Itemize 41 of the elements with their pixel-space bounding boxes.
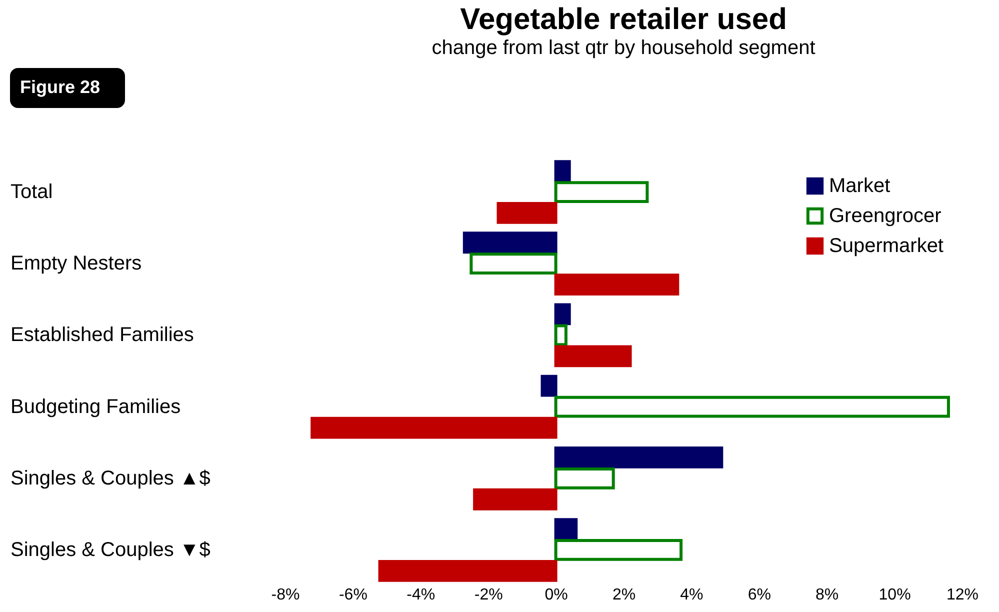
y-tick-label: Singles & Couples ▲$	[10, 467, 210, 490]
bar	[473, 488, 558, 510]
y-tick-label: Established Families	[10, 324, 194, 346]
bar	[554, 303, 571, 326]
bar	[554, 160, 571, 182]
bar	[554, 539, 683, 561]
bar	[554, 446, 724, 468]
chart-subtitle: change from last qtr by household segment	[432, 37, 816, 59]
bar	[554, 467, 615, 490]
y-tick-label: Singles & Couples ▼$	[10, 538, 210, 561]
y-tick-label: Total	[10, 181, 53, 204]
bar	[554, 181, 649, 203]
y-tick-label: Budgeting Families	[10, 396, 181, 418]
x-tick-label: 4%	[680, 586, 704, 604]
bar	[496, 202, 558, 224]
bar	[470, 252, 558, 275]
y-tick-label: Empty Nesters	[10, 252, 142, 275]
x-tick-label: 10%	[878, 586, 911, 604]
x-tick-label: -2%	[474, 586, 503, 604]
bar	[554, 396, 950, 418]
x-tick-label: 2%	[612, 586, 636, 604]
legend-label: Supermarket	[829, 235, 944, 257]
chart-title: Vegetable retailer used	[460, 3, 787, 36]
x-tick-label: 8%	[816, 586, 839, 604]
bar	[554, 324, 568, 346]
x-tick-label: 0%	[544, 586, 568, 604]
x-tick-label: 6%	[748, 586, 771, 604]
caption: Figure 28	[20, 77, 100, 97]
legend-label: Market	[829, 175, 891, 197]
legend-label: Greengrocer	[829, 205, 942, 227]
x-tick-label: -8%	[271, 586, 300, 604]
bar	[378, 560, 558, 582]
x-tick-label: -4%	[406, 586, 436, 604]
bar	[554, 345, 632, 368]
x-tick-label: -6%	[338, 586, 368, 604]
bar	[554, 518, 578, 540]
x-tick-label: 12%	[946, 586, 979, 604]
bar	[462, 232, 558, 254]
bar	[540, 374, 558, 397]
bar	[310, 416, 558, 439]
bar	[554, 274, 680, 296]
